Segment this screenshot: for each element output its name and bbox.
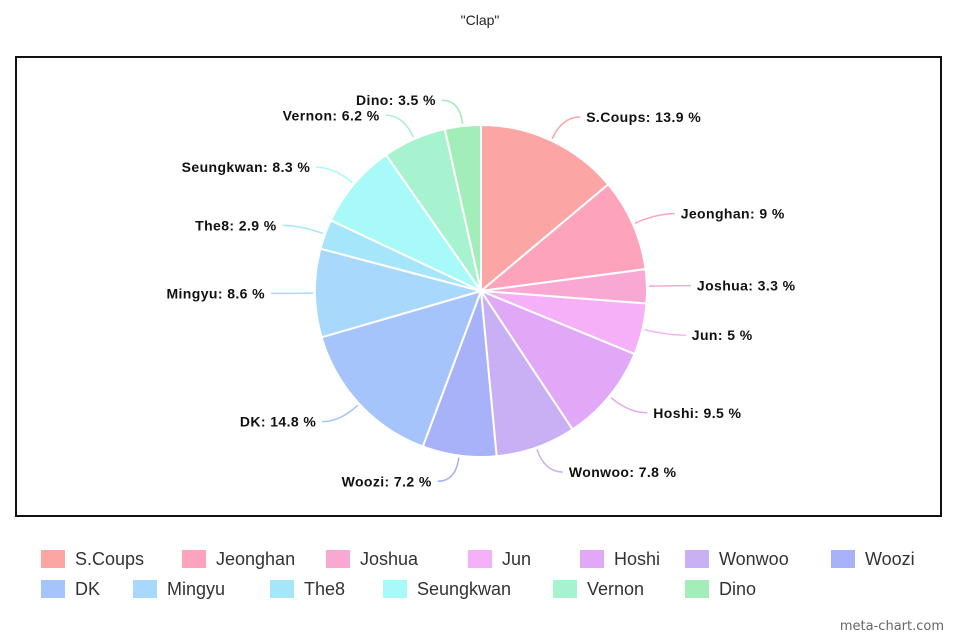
- leader-line: [437, 457, 460, 483]
- leader-line: [322, 404, 359, 423]
- legend-label: Hoshi: [614, 548, 661, 569]
- legend-item[interactable]: S.Coups: [41, 548, 144, 570]
- legend-item[interactable]: Jeonghan: [182, 548, 295, 570]
- legend-swatch: [41, 550, 65, 568]
- legend-item[interactable]: Woozi: [831, 548, 915, 570]
- legend-label: Vernon: [587, 578, 645, 599]
- slice-label: Joshua: 3.3 %: [697, 278, 796, 294]
- pie-slice-dino[interactable]: [443, 123, 482, 292]
- slice-label: Dino: 3.5 %: [356, 92, 436, 108]
- slice-label: Mingyu: 8.6 %: [166, 285, 265, 301]
- legend-swatch: [182, 550, 206, 568]
- legend-label: Seungkwan: [417, 578, 512, 599]
- legend-swatch: [685, 580, 709, 598]
- slice-label: DK: 14.8 %: [240, 414, 317, 430]
- chart-frame: S.Coups: 13.9 % Jeonghan: 9 % Joshua: 3.3 …: [15, 56, 942, 517]
- pie-slice-dk[interactable]: [320, 289, 483, 448]
- leader-line: [644, 328, 686, 336]
- legend-swatch: [685, 550, 709, 568]
- leader-line: [282, 224, 324, 235]
- slice-label: Seungkwan: 8.3 %: [182, 159, 311, 175]
- slice-label: The8: 2.9 %: [195, 217, 277, 233]
- legend-label: Jeonghan: [216, 548, 296, 569]
- leader-line: [536, 449, 563, 473]
- leader-line: [316, 166, 354, 184]
- legend-item[interactable]: Wonwoo: [685, 548, 789, 570]
- legend-label: Wonwoo: [719, 548, 789, 569]
- slice-label: Woozi: 7.2 %: [342, 473, 432, 489]
- legend-label: S.Coups: [75, 548, 145, 569]
- pie-slice-seungkwan[interactable]: [329, 153, 484, 294]
- legend-swatch: [270, 580, 294, 598]
- pie-slice-jeonghan[interactable]: [477, 182, 647, 293]
- leader-line: [385, 114, 414, 138]
- legend-swatch: [133, 580, 157, 598]
- leader-line: [648, 284, 691, 288]
- legend-item[interactable]: Dino: [685, 578, 756, 600]
- slice-label: S.Coups: 13.9 %: [586, 109, 701, 125]
- legend-swatch: [383, 580, 407, 598]
- legend-item[interactable]: DK: [41, 578, 100, 600]
- leader-line: [634, 212, 675, 224]
- slice-label: Jeonghan: 9 %: [681, 206, 785, 222]
- legend-swatch: [41, 580, 65, 598]
- slice-label: Hoshi: 9.5 %: [653, 405, 741, 421]
- legend-swatch: [553, 580, 577, 598]
- legend-swatch: [831, 550, 855, 568]
- legend-swatch: [326, 550, 350, 568]
- watermark: meta-chart.com: [839, 619, 944, 634]
- legend-item[interactable]: Mingyu: [133, 578, 225, 600]
- slice-label: Vernon: 6.2 %: [283, 107, 380, 123]
- leader-line: [610, 397, 648, 414]
- chart-title: "Clap": [460, 12, 500, 28]
- legend-item[interactable]: Joshua: [326, 548, 418, 570]
- legend-label: Dino: [719, 578, 757, 599]
- legend-label: DK: [75, 578, 101, 599]
- pie-chart: S.Coups: 13.9 % Jeonghan: 9 % Joshua: 3.3 …: [166, 92, 796, 489]
- pie-slice-hoshi[interactable]: [478, 288, 636, 431]
- slice-label: Jun: 5 %: [692, 327, 753, 343]
- chart-legend: S.Coups Jeonghan Joshua Jun Hoshi Wonwoo Woozi…: [41, 546, 941, 610]
- legend-swatch: [580, 550, 604, 568]
- slice-label: Wonwoo: 7.8 %: [569, 464, 677, 480]
- legend-label: The8: [304, 578, 346, 599]
- legend-item[interactable]: Jun: [468, 548, 531, 570]
- legend-label: Woozi: [865, 548, 915, 569]
- pie-slice-mingyu[interactable]: [314, 247, 485, 339]
- legend-item[interactable]: Vernon: [553, 578, 644, 600]
- pie-slice-s-coups[interactable]: [480, 123, 610, 294]
- legend-item[interactable]: Hoshi: [580, 548, 660, 570]
- leader-line: [441, 99, 464, 125]
- leader-line: [551, 116, 581, 140]
- legend-item[interactable]: Seungkwan: [383, 578, 511, 600]
- legend-label: Jun: [502, 548, 532, 569]
- legend-label: Joshua: [360, 548, 419, 569]
- legend-item[interactable]: The8: [270, 578, 345, 600]
- legend-label: Mingyu: [167, 578, 226, 599]
- legend-swatch: [468, 550, 492, 568]
